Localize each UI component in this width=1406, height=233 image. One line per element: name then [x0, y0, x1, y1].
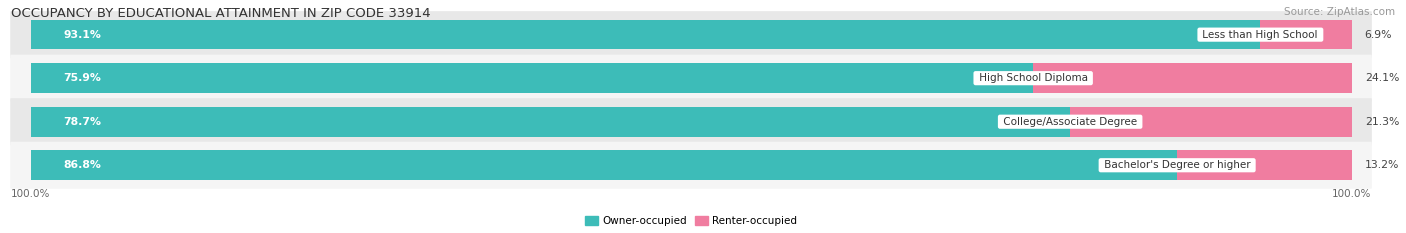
Text: 86.8%: 86.8%: [63, 160, 101, 170]
Bar: [1260, 20, 1351, 49]
Text: 78.7%: 78.7%: [63, 117, 101, 127]
Text: OCCUPANCY BY EDUCATIONAL ATTAINMENT IN ZIP CODE 33914: OCCUPANCY BY EDUCATIONAL ATTAINMENT IN Z…: [11, 7, 430, 20]
Bar: [1033, 63, 1351, 93]
Bar: [31, 20, 1260, 49]
Text: 100.0%: 100.0%: [11, 189, 51, 199]
FancyBboxPatch shape: [10, 98, 1372, 145]
Bar: [1070, 107, 1351, 137]
Text: Bachelor's Degree or higher: Bachelor's Degree or higher: [1101, 160, 1254, 170]
Text: 13.2%: 13.2%: [1365, 160, 1399, 170]
Bar: [31, 107, 1070, 137]
Text: Less than High School: Less than High School: [1199, 30, 1322, 40]
Text: Source: ZipAtlas.com: Source: ZipAtlas.com: [1284, 7, 1395, 17]
Text: 21.3%: 21.3%: [1365, 117, 1399, 127]
FancyBboxPatch shape: [10, 142, 1372, 189]
Text: 24.1%: 24.1%: [1365, 73, 1399, 83]
Legend: Owner-occupied, Renter-occupied: Owner-occupied, Renter-occupied: [581, 212, 801, 230]
FancyBboxPatch shape: [10, 11, 1372, 58]
FancyBboxPatch shape: [10, 55, 1372, 102]
Text: College/Associate Degree: College/Associate Degree: [1000, 117, 1140, 127]
Text: High School Diploma: High School Diploma: [976, 73, 1091, 83]
Text: 75.9%: 75.9%: [63, 73, 101, 83]
Text: 6.9%: 6.9%: [1365, 30, 1392, 40]
Text: 93.1%: 93.1%: [63, 30, 101, 40]
Text: 100.0%: 100.0%: [1331, 189, 1371, 199]
Bar: [31, 151, 1177, 180]
Bar: [31, 63, 1033, 93]
Bar: [1177, 151, 1351, 180]
